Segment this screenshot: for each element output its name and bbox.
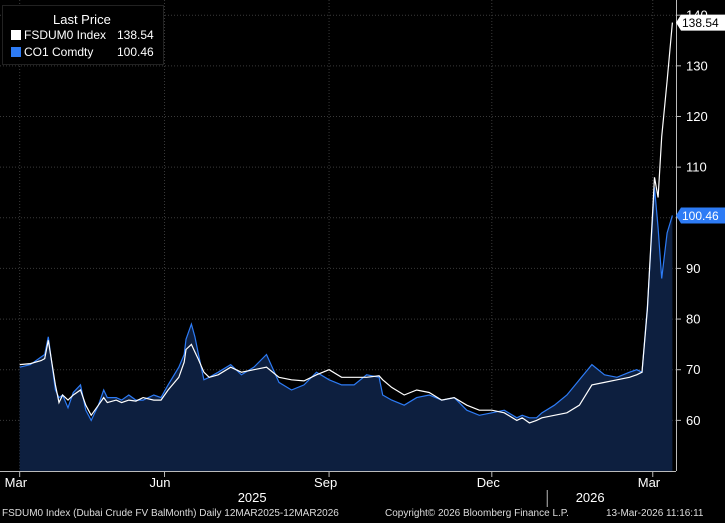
series-line-co1-comdty bbox=[19, 187, 673, 422]
legend-item-fsdum0: FSDUM0 Index 138.54 bbox=[11, 28, 154, 42]
x-tick-label: Dec bbox=[477, 475, 501, 490]
legend-label: FSDUM0 Index bbox=[24, 28, 107, 42]
x-axis-tick-labels: Mar Jun Sep Dec Mar 2025 2026 bbox=[5, 471, 661, 507]
last-value-label: 100.46 bbox=[682, 209, 719, 223]
last-value-label: 138.54 bbox=[682, 16, 719, 30]
legend-swatch-white bbox=[11, 30, 21, 40]
y-tick-label: 110 bbox=[686, 160, 707, 175]
legend-value: 100.46 bbox=[117, 45, 154, 59]
legend-label: CO1 Comdty bbox=[24, 45, 94, 59]
footer-description: FSDUM0 Index (Dubai Crude FV BalMonth) D… bbox=[2, 508, 339, 519]
legend: Last Price FSDUM0 Index 138.54 CO1 Comdty… bbox=[2, 5, 164, 65]
x-year-label: 2026 bbox=[576, 490, 605, 505]
legend-item-co1: CO1 Comdty 100.46 bbox=[11, 45, 154, 59]
legend-title: Last Price bbox=[53, 12, 111, 27]
y-tick-label: 90 bbox=[686, 261, 700, 276]
x-tick-label: Mar bbox=[638, 475, 661, 490]
y-tick-label: 60 bbox=[686, 413, 700, 428]
horizontal-gridlines bbox=[0, 14, 676, 421]
y-tick-label: 130 bbox=[686, 58, 708, 73]
series-line-fsdum0-index bbox=[19, 22, 673, 424]
area-fill bbox=[19, 187, 673, 471]
footer-copyright: Copyright© 2026 Bloomberg Finance L.P. bbox=[385, 508, 569, 519]
y-tick-label: 120 bbox=[686, 109, 708, 124]
vertical-gridlines bbox=[19, 0, 654, 471]
last-value-flag bbox=[676, 207, 725, 224]
last-value-labels: 138.54 100.46 bbox=[676, 14, 725, 224]
x-tick-label: Mar bbox=[5, 475, 28, 490]
y-tick-label: 70 bbox=[686, 362, 700, 377]
x-tick-label: Jun bbox=[150, 475, 171, 490]
x-tick-label: Sep bbox=[314, 475, 337, 490]
last-value-flag bbox=[676, 14, 725, 31]
x-year-label: 2025 bbox=[238, 490, 267, 505]
axes bbox=[0, 0, 677, 472]
footer-timestamp: 13-Mar-2026 11:16:11 bbox=[606, 508, 704, 519]
y-tick-label: 80 bbox=[686, 312, 700, 327]
legend-swatch-blue bbox=[11, 47, 21, 57]
legend-value: 138.54 bbox=[117, 28, 154, 42]
